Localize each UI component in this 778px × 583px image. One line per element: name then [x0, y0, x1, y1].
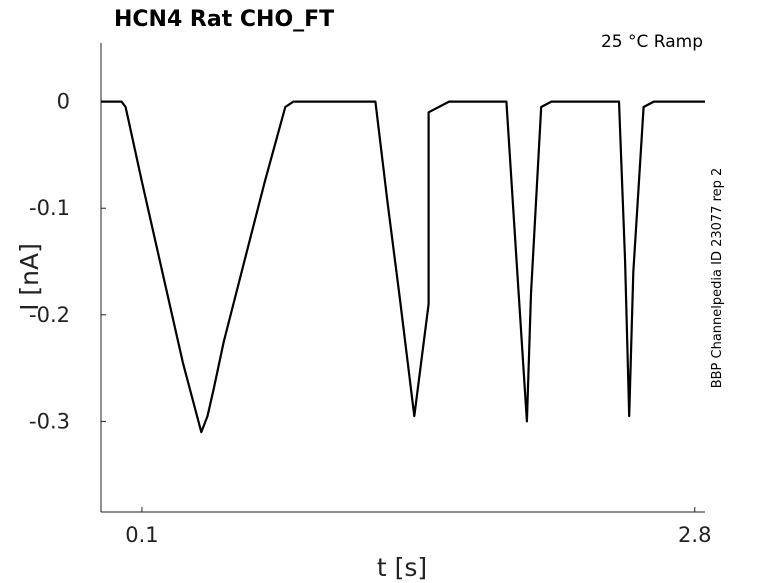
y-axis-label: I [nA]	[15, 243, 44, 311]
channelpedia-id-label: BBP Channelpedia ID 23077 rep 2	[710, 168, 725, 389]
chart-title: HCN4 Rat CHO_FT	[114, 7, 334, 32]
x-tick-label: 0.1	[125, 523, 158, 547]
current-trace-line	[101, 100, 705, 434]
condition-annotation: 25 °C Ramp	[601, 32, 703, 52]
x-tick-label: 2.8	[678, 523, 711, 547]
x-axis-label: t [s]	[377, 553, 427, 582]
y-tick-label: -0.1	[29, 196, 70, 220]
y-tick-label: -0.3	[29, 409, 70, 433]
plot-area: 0 -0.1 -0.2 -0.3 0.1 2.8	[29, 43, 711, 547]
y-tick-label: 0	[57, 90, 70, 114]
y-tick-label: -0.2	[29, 303, 70, 327]
x-axis-ticks: 0.1 2.8	[125, 507, 711, 547]
y-axis-ticks: 0 -0.1 -0.2 -0.3	[29, 90, 106, 433]
